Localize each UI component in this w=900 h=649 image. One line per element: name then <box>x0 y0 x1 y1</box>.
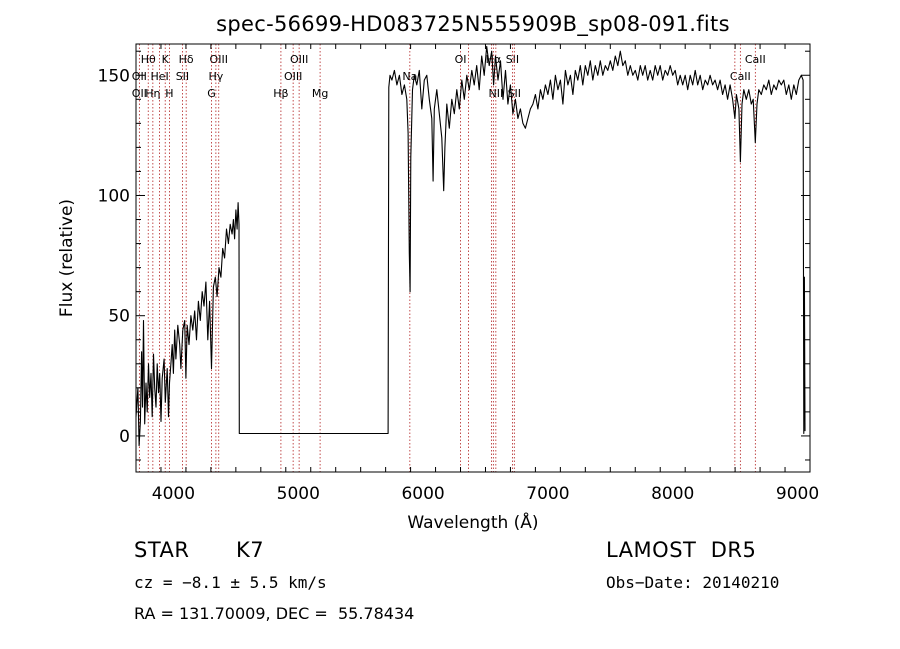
x-tick-label-7000: 7000 <box>526 484 569 504</box>
object-subclass: K7 <box>236 538 265 562</box>
marker-label-8: Hδ <box>179 53 194 66</box>
marker-label-21: NII <box>488 87 503 100</box>
coordinates: RA = 131.70009, DEC = 55.78434 <box>134 604 415 623</box>
marker-label-6: H <box>165 87 173 100</box>
marker-label-14: OIII <box>290 53 308 66</box>
x-axis-label: Wavelength (Å) <box>407 511 538 533</box>
marker-label-2: OII <box>132 70 147 83</box>
marker-label-5: K <box>162 53 170 66</box>
marker-label-11: G <box>207 87 216 100</box>
marker-label-4: HeI <box>150 70 168 83</box>
redshift-cz: cz = −8.1 ± 5.5 km/s <box>134 573 327 592</box>
x-tick-label-8000: 8000 <box>651 484 694 504</box>
marker-label-13: OIII <box>284 70 302 83</box>
marker-label-20: SII <box>506 53 519 66</box>
x-tick-label-6000: 6000 <box>401 484 444 504</box>
spectrum-line <box>135 45 806 447</box>
marker-label-24: CaII <box>745 53 766 66</box>
marker-label-17: OI <box>455 53 467 66</box>
marker-label-15: Mg <box>312 87 328 100</box>
x-tick-label-9000: 9000 <box>776 484 819 504</box>
y-tick-label-0: 0 <box>119 427 130 447</box>
object-class: STAR <box>134 538 190 562</box>
marker-label-12: Hβ <box>273 87 288 100</box>
survey-name: LAMOST DR5 <box>606 538 757 562</box>
marker-label-9: OIII <box>210 53 228 66</box>
marker-label-0: Hθ <box>141 53 156 66</box>
marker-label-25: CaII <box>730 70 751 83</box>
plot-frame <box>135 43 811 473</box>
y-tick-label-100: 100 <box>98 186 130 206</box>
marker-label-3: Hη <box>145 87 160 100</box>
x-tick-label-4000: 4000 <box>152 484 195 504</box>
observation-date: Obs−Date: 20140210 <box>606 573 780 592</box>
chart-title: spec-56699-HD083725N555909B_sp08-091.fit… <box>216 12 730 37</box>
marker-label-10: Hγ <box>208 70 223 83</box>
y-axis-label: Flux (relative) <box>57 199 77 317</box>
y-tick-label-150: 150 <box>98 66 130 86</box>
marker-label-7: SII <box>176 70 189 83</box>
y-tick-label-50: 50 <box>108 307 130 327</box>
x-tick-label-5000: 5000 <box>277 484 320 504</box>
